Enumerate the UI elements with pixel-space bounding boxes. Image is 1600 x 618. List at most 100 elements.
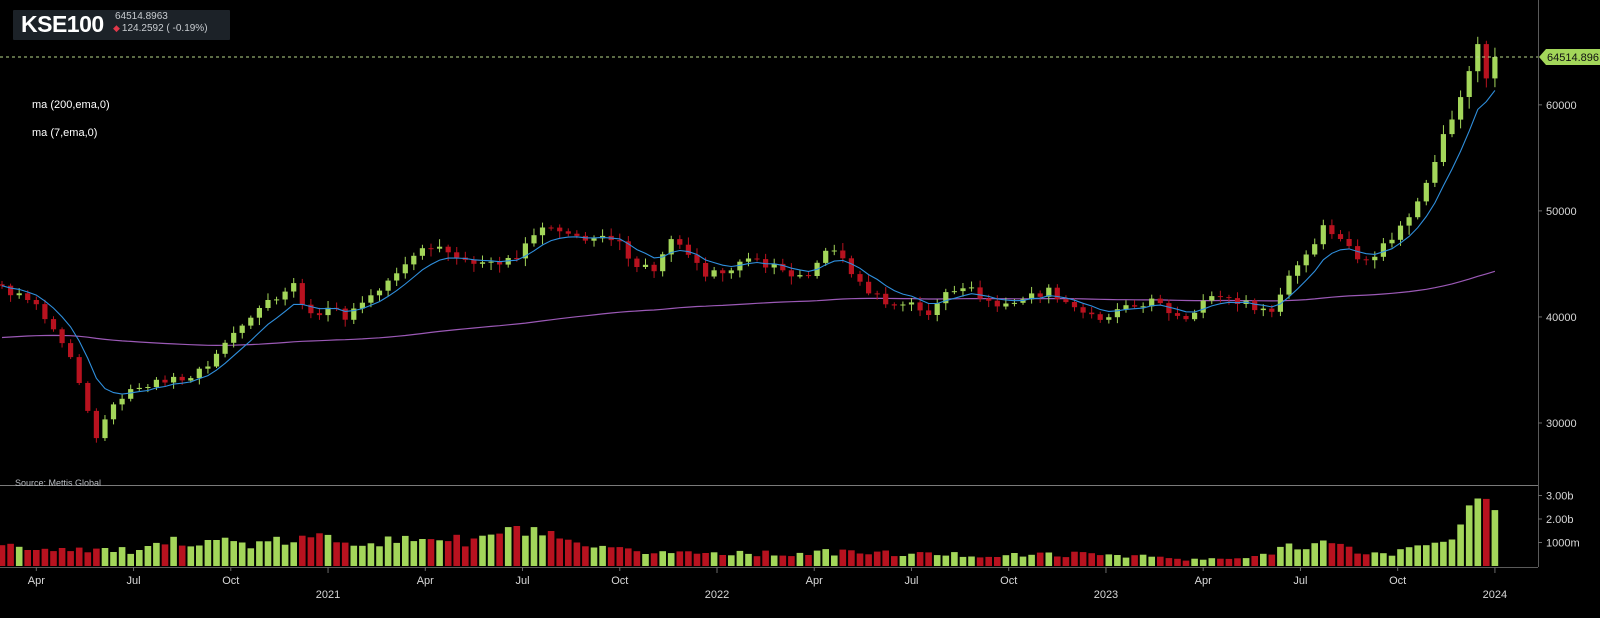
- candle-body: [1492, 57, 1498, 79]
- candle-body: [625, 241, 631, 259]
- candle-body: [514, 258, 520, 259]
- candle-body: [1234, 298, 1241, 304]
- volume-bar: [994, 557, 1001, 566]
- volume-bar: [736, 550, 744, 566]
- time-tick-label: Oct: [222, 575, 239, 587]
- volume-bar: [479, 535, 486, 566]
- time-tick-label: 2023: [1094, 589, 1118, 601]
- volume-bar: [573, 542, 581, 566]
- pane-separators: [0, 0, 1539, 568]
- volume-bar: [84, 552, 92, 566]
- candle-body: [831, 250, 837, 252]
- price-axis[interactable]: 30000 40000 50000 60000: [1538, 100, 1577, 430]
- volume-bar: [333, 542, 340, 566]
- volume-bar: [513, 526, 521, 566]
- volume-bar: [110, 552, 117, 566]
- candle-body: [0, 284, 5, 286]
- volume-bar: [1277, 546, 1284, 566]
- candle-body: [359, 302, 365, 309]
- time-tick-label: Jul: [1293, 575, 1307, 587]
- candle-body: [857, 274, 863, 282]
- volume-bar: [865, 554, 872, 566]
- volume-bar: [1148, 556, 1155, 566]
- time-tick-label: Apr: [28, 575, 45, 587]
- volume-bar: [685, 551, 692, 566]
- candle-body: [926, 310, 932, 315]
- candle-body: [1363, 259, 1369, 261]
- candle-body: [213, 353, 220, 367]
- volume-bar: [779, 555, 787, 566]
- last-price-tag: [1539, 48, 1600, 65]
- volume-bar: [41, 548, 49, 566]
- candle-body: [634, 258, 640, 267]
- volume-bar: [462, 546, 469, 566]
- candle-body: [617, 240, 623, 242]
- volume-bar: [1234, 558, 1241, 566]
- candle-body: [642, 264, 649, 267]
- candle-body: [1286, 275, 1292, 295]
- volume-bar: [985, 556, 992, 566]
- candle-body: [539, 227, 546, 236]
- volume-bar: [522, 535, 529, 566]
- candle-body: [986, 298, 992, 301]
- candle-body: [231, 332, 237, 343]
- volume-bar: [50, 551, 57, 566]
- volume-bar: [1036, 552, 1044, 566]
- volume-bar: [136, 550, 143, 566]
- time-tick-label: 2021: [316, 589, 340, 601]
- volume-bar: [1105, 554, 1113, 566]
- volume-bar: [1465, 505, 1473, 566]
- candle-body: [8, 285, 14, 296]
- header-change: ◆ 124.2592 ( -0.19%): [113, 23, 208, 34]
- volume-bar: [1483, 498, 1490, 566]
- ma-200-label[interactable]: ma (200,ema,0): [32, 99, 110, 111]
- volume-bar: [650, 553, 658, 566]
- volume-bar: [1191, 558, 1198, 566]
- candle-body: [1192, 312, 1198, 320]
- volume-bar: [504, 527, 512, 566]
- volume-bar: [93, 548, 100, 566]
- time-axis[interactable]: Apr Jul Oct 2021 Apr Jul Oct 2022 Apr Jul Oct 2023 A…: [28, 567, 1507, 601]
- candle-body: [471, 259, 477, 264]
- volume-bar: [436, 540, 443, 566]
- volume-bar: [899, 556, 907, 566]
- candle-body: [1183, 316, 1189, 320]
- volume-bar: [642, 554, 649, 566]
- volume-bar: [565, 539, 572, 566]
- candle-body: [1389, 239, 1395, 244]
- candle-body: [282, 291, 288, 300]
- candle-body: [1054, 287, 1060, 300]
- volume-bar: [1208, 558, 1216, 566]
- candle-body: [651, 264, 657, 272]
- candle-body: [840, 250, 846, 259]
- volume-bar: [307, 537, 315, 566]
- volume-bar: [24, 550, 31, 566]
- candle-body: [394, 273, 400, 281]
- volume-bar: [230, 541, 237, 566]
- volume-bar: [1320, 540, 1327, 566]
- time-tick-label: Oct: [1000, 575, 1017, 587]
- candle-body: [1174, 313, 1181, 316]
- volume-bar: [264, 541, 272, 566]
- ma-7-label[interactable]: ma (7,ema,0): [32, 127, 98, 139]
- volume-bar: [1388, 555, 1396, 566]
- candle-body: [1346, 239, 1352, 247]
- candle-body: [694, 254, 700, 263]
- candle-body: [437, 246, 443, 249]
- symbol-header[interactable]: KSE100 64514.8963 ◆ 124.2592 ( -0.19%): [13, 10, 230, 40]
- volume-bar: [762, 550, 769, 566]
- volume-bar: [1045, 552, 1053, 566]
- candle-body: [1423, 182, 1429, 202]
- candle-body: [128, 389, 134, 399]
- volume-bar: [1242, 558, 1250, 566]
- candle-body: [1003, 303, 1009, 307]
- volume-bar: [1225, 558, 1233, 566]
- volume-bar: [256, 541, 263, 566]
- candle-body: [1106, 317, 1112, 320]
- candle-body: [737, 261, 743, 271]
- volume-bar: [719, 555, 726, 566]
- time-tick-label: Oct: [1389, 575, 1406, 587]
- candle-body: [908, 302, 915, 305]
- volume-bar: [1448, 539, 1456, 566]
